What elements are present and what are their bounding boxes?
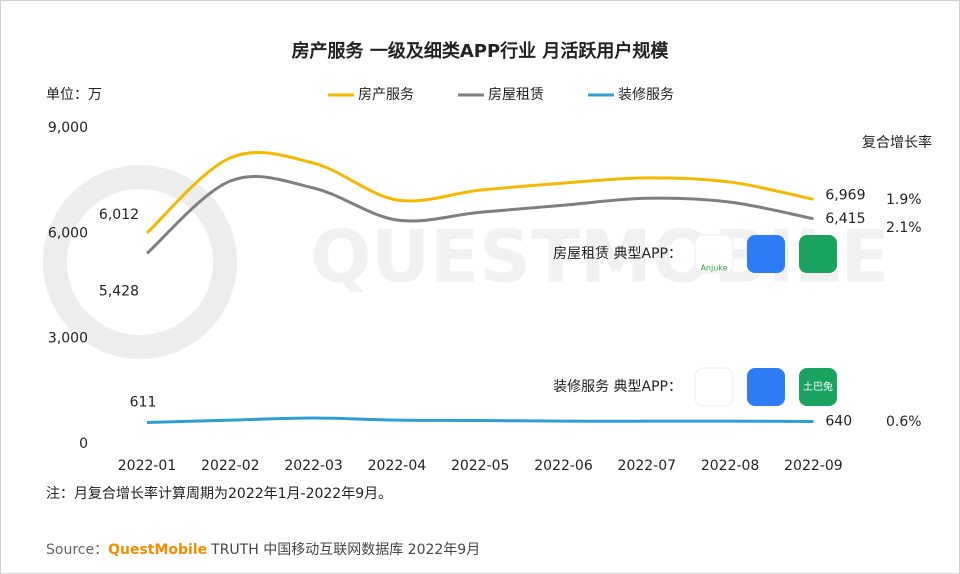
data-label: 6,012: [99, 207, 139, 223]
unit-label: 单位：万: [46, 87, 102, 103]
source: Source：QuestMobile TRUTH 中国移动互联网数据库 2022年…: [46, 542, 480, 558]
app-group-label: 房屋租赁 典型APP：: [553, 246, 682, 262]
app-icon: [747, 235, 785, 273]
app-icon: [799, 368, 837, 406]
x-tick-label: 2022-09: [784, 458, 843, 474]
legend-label: 房屋租赁: [488, 87, 544, 103]
growth-title: 复合增长率: [862, 134, 932, 151]
watermark: QUESTMOBILE: [310, 215, 889, 299]
app-name: Anjuke: [700, 264, 727, 273]
app-group-label: 装修服务 典型APP：: [553, 379, 682, 395]
growth-rate: 1.9%: [886, 192, 922, 208]
source-prefix: Source：: [46, 542, 108, 558]
source-brand: QuestMobile: [108, 542, 207, 558]
x-tick-label: 2022-08: [701, 458, 760, 474]
data-label: 640: [825, 414, 852, 430]
x-tick-label: 2022-02: [201, 458, 260, 474]
data-label: 5,428: [99, 283, 139, 299]
growth-rate: 2.1%: [886, 220, 922, 236]
x-tick-label: 2022-06: [534, 458, 593, 474]
data-label: 611: [130, 395, 157, 411]
note: 注：月复合增长率计算周期为2022年1月-2022年9月。: [46, 485, 392, 502]
data-label: 6,415: [825, 211, 865, 227]
legend-label: 房产服务: [358, 87, 414, 103]
chart-title: 房产服务 一级及细类APP行业 月活跃用户规模: [292, 40, 670, 62]
y-tick-label: 9,000: [48, 120, 88, 136]
y-tick-label: 6,000: [48, 225, 88, 241]
x-tick-label: 2022-03: [284, 458, 343, 474]
y-tick-label: 0: [79, 436, 88, 452]
y-tick-label: 3,000: [48, 331, 88, 347]
x-tick-label: 2022-07: [618, 458, 677, 474]
line: [145, 151, 814, 235]
line: [146, 416, 814, 425]
x-tick-label: 2022-04: [368, 458, 427, 474]
x-tick-label: 2022-01: [118, 458, 177, 474]
app-icon: [694, 234, 734, 274]
legend-label: 装修服务: [618, 87, 674, 103]
growth-rate: 0.6%: [886, 414, 922, 430]
app-icon: [799, 235, 837, 273]
app-name: 土巴兔: [803, 380, 833, 393]
x-tick-label: 2022-05: [451, 458, 510, 474]
app-icon: [694, 367, 734, 407]
line: [146, 175, 814, 255]
data-label: 6,969: [825, 187, 865, 203]
source-text: TRUTH 中国移动互联网数据库 2022年9月: [210, 542, 480, 558]
app-icon: [747, 368, 785, 406]
watermark-logo: [43, 165, 237, 359]
